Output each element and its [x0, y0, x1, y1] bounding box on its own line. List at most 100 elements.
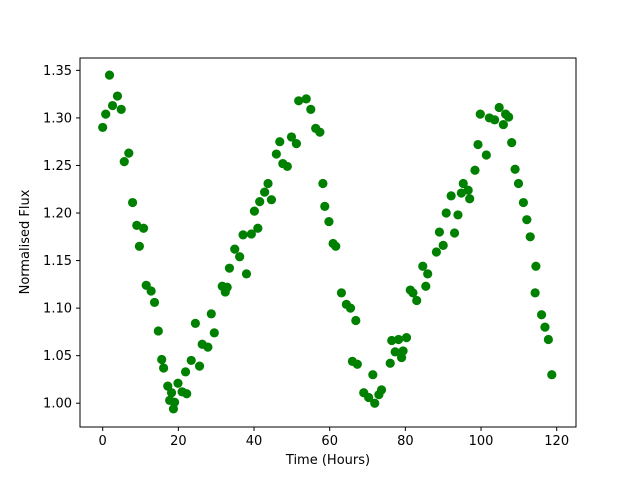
x-tick-label: 60 — [321, 434, 338, 449]
x-tick-label: 120 — [544, 434, 569, 449]
x-tick-label: 80 — [397, 434, 414, 449]
scatter-point — [370, 398, 380, 408]
scatter-point — [169, 397, 180, 407]
scatter-point — [510, 164, 520, 174]
scatter-point — [364, 392, 374, 403]
y-tick-label: 1.05 — [43, 349, 72, 364]
scatter-point — [504, 112, 514, 122]
scatter-point — [159, 363, 169, 373]
scatter-point — [446, 191, 456, 201]
scatter-point — [190, 318, 200, 328]
scatter-point — [153, 326, 163, 336]
scatter-point — [324, 216, 334, 227]
scatter-point — [401, 333, 412, 343]
scatter-point — [498, 119, 508, 130]
scatter-point — [345, 303, 356, 313]
y-tick-label: 1.25 — [43, 159, 72, 174]
scatter-point — [352, 359, 362, 369]
scatter-point — [255, 197, 265, 207]
scatter-point — [393, 334, 404, 345]
scatter-point — [249, 206, 260, 216]
scatter-point — [134, 241, 144, 251]
x-tick-label: 100 — [469, 434, 494, 449]
scatter-point — [470, 165, 480, 175]
scatter-point — [385, 358, 395, 368]
scatter-point — [104, 70, 115, 80]
scatter-point — [473, 139, 483, 150]
scatter-point — [275, 137, 285, 147]
x-tick-label: 40 — [246, 434, 263, 449]
y-tick-label: 1.10 — [43, 302, 72, 317]
scatter-point — [271, 149, 281, 159]
scatter-point — [149, 297, 160, 308]
scatter-point — [481, 150, 491, 160]
scatter-point — [173, 378, 183, 388]
scatter-point — [230, 244, 240, 254]
scatter-point — [209, 328, 219, 338]
scatter-point — [525, 232, 535, 242]
y-tick-label: 1.00 — [43, 397, 72, 412]
scatter-point — [431, 247, 441, 257]
scatter-point — [146, 286, 156, 296]
scatter-point — [107, 100, 118, 111]
scatter-point — [518, 197, 529, 208]
scatter-point — [182, 389, 192, 399]
scatter-point — [458, 178, 468, 189]
scatter-point — [453, 210, 463, 220]
scatter-point — [530, 288, 540, 298]
y-tick-label: 1.15 — [43, 254, 72, 269]
scatter-point — [291, 138, 302, 149]
y-axis-label: Normalised Flux — [18, 189, 33, 294]
scatter-point — [418, 261, 428, 271]
scatter-point — [449, 228, 460, 238]
scatter-point — [547, 370, 557, 380]
scatter-point — [421, 281, 431, 291]
scatter-point — [282, 161, 292, 172]
scatter-point — [224, 263, 235, 273]
scatter-point — [490, 115, 500, 125]
scatter-point — [368, 370, 378, 380]
y-ticks-group: 1.00 1.05 1.10 1.15 1.20 1.25 1.30 1.35 — [43, 64, 80, 412]
scatter-point — [116, 104, 126, 114]
scatter-point — [423, 269, 433, 279]
scatter-point — [398, 346, 408, 356]
scatter-point — [351, 315, 361, 326]
scatter-point — [266, 195, 277, 205]
scatter-point — [101, 109, 111, 119]
scatter-point — [475, 109, 485, 119]
scatter-point — [180, 367, 191, 377]
scatter-point — [186, 355, 196, 366]
scatter-point — [112, 91, 123, 101]
scatter-point — [543, 334, 553, 345]
scatter-point — [98, 122, 108, 133]
scatter-point — [465, 194, 475, 204]
scatter-point — [163, 381, 173, 391]
scatter-point — [387, 335, 397, 346]
scatter-point — [507, 138, 517, 148]
scatter-point — [235, 252, 245, 262]
x-ticks-group: 0 20 40 60 80 100 120 — [99, 427, 569, 449]
scatter-point — [531, 261, 541, 271]
scatter-point — [306, 104, 316, 114]
scatter-point — [260, 187, 270, 197]
scatter-point — [263, 178, 273, 189]
scatter-point — [127, 197, 138, 208]
scatter-point — [494, 102, 504, 113]
scatter-point — [166, 388, 177, 398]
scatter-point — [301, 94, 311, 104]
scatter-point — [412, 295, 422, 306]
scatter-point — [336, 288, 347, 298]
scatter-point — [536, 310, 547, 320]
scatter-point — [390, 347, 400, 357]
scatter-point — [124, 148, 134, 158]
y-tick-label: 1.20 — [43, 207, 72, 222]
scatter-point — [315, 127, 325, 137]
scatter-point — [203, 342, 213, 352]
y-tick-label: 1.30 — [43, 111, 72, 126]
scatter-point — [438, 240, 448, 250]
scatter-point — [253, 223, 263, 233]
scatter-point — [408, 288, 418, 298]
scatter-point — [441, 208, 451, 218]
